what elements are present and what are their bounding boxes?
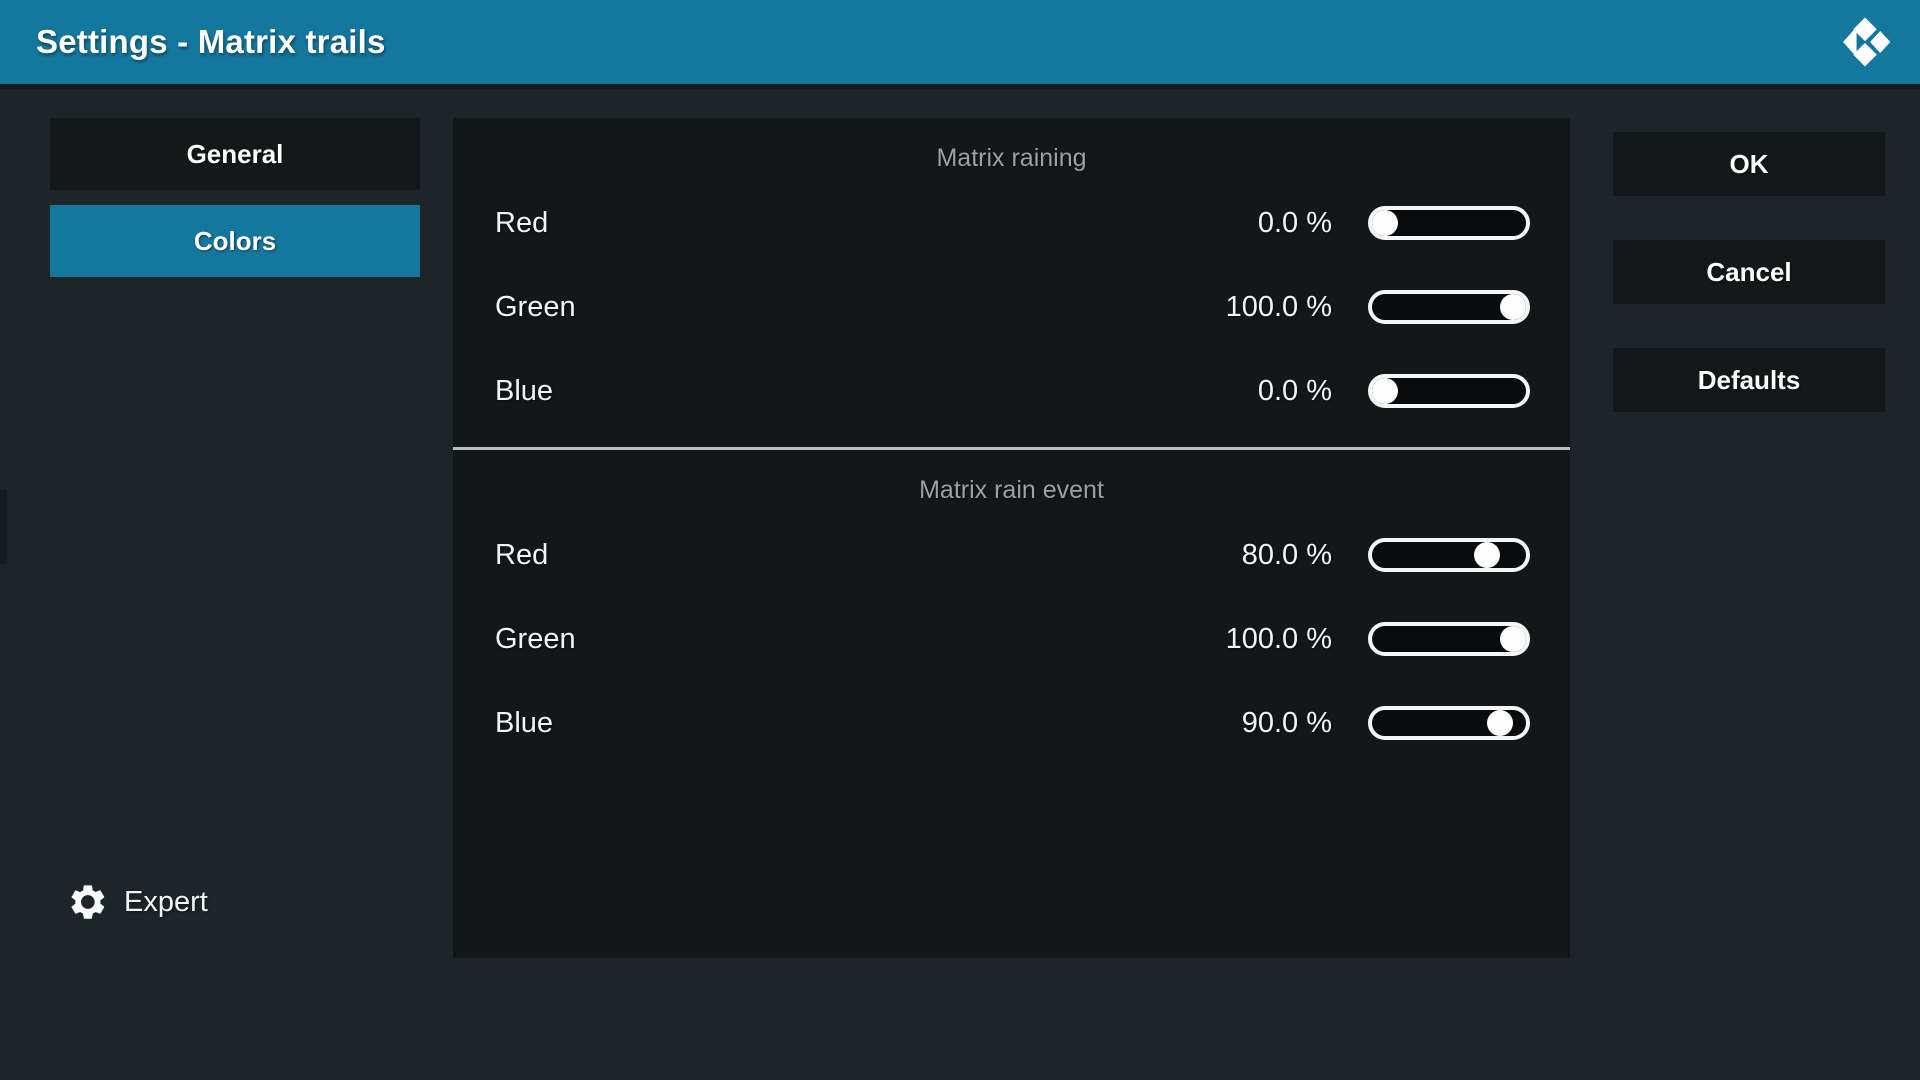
slider-thumb[interactable] [1372, 210, 1398, 236]
slider-thumb[interactable] [1487, 710, 1514, 736]
defaults-button[interactable]: Defaults [1613, 348, 1885, 412]
title-bar: Settings - Matrix trails [0, 0, 1920, 84]
setting-label: Green [495, 622, 576, 655]
settings-level-toggle[interactable]: Expert [68, 882, 208, 922]
setting-row-event-blue[interactable]: Blue 90.0 % [453, 681, 1570, 765]
slider-event-red[interactable] [1368, 538, 1530, 572]
setting-label: Red [495, 538, 549, 571]
ok-button[interactable]: OK [1613, 132, 1885, 196]
sidebar-item-colors[interactable]: Colors [50, 205, 420, 277]
setting-label: Green [495, 290, 576, 323]
title-bar-underline [0, 84, 1920, 89]
slider-raining-green[interactable] [1368, 290, 1530, 324]
setting-label: Blue [495, 706, 554, 739]
defaults-button-label: Defaults [1697, 364, 1801, 395]
kodi-logo-icon [1838, 15, 1892, 69]
dialog-actions: OK Cancel Defaults [1613, 132, 1885, 456]
setting-label: Red [495, 206, 549, 239]
scroll-indicator [0, 490, 7, 564]
settings-panel: Matrix raining Red 0.0 % Green 100.0 % B… [453, 118, 1570, 958]
gear-icon [68, 882, 108, 922]
slider-event-blue[interactable] [1368, 706, 1530, 740]
page-title: Settings - Matrix trails [36, 23, 386, 60]
slider-event-green[interactable] [1368, 622, 1530, 656]
setting-row-raining-blue[interactable]: Blue 0.0 % [453, 349, 1570, 433]
setting-value: 0.0 % [1257, 374, 1332, 407]
setting-value: 100.0 % [1225, 290, 1332, 323]
setting-row-raining-green[interactable]: Green 100.0 % [453, 265, 1570, 349]
section-header-matrix-rain-event: Matrix rain event [919, 476, 1104, 504]
slider-thumb[interactable] [1474, 542, 1501, 568]
cancel-button[interactable]: Cancel [1613, 240, 1885, 304]
setting-row-event-green[interactable]: Green 100.0 % [453, 597, 1570, 681]
category-list: General Colors [50, 118, 420, 292]
sidebar-item-label: Colors [193, 225, 277, 256]
slider-raining-red[interactable] [1368, 206, 1530, 240]
setting-value: 0.0 % [1257, 206, 1332, 239]
setting-value: 80.0 % [1241, 538, 1332, 571]
settings-level-label: Expert [124, 885, 208, 918]
sidebar-item-general[interactable]: General [50, 118, 420, 190]
cancel-button-label: Cancel [1706, 256, 1792, 287]
slider-raining-blue[interactable] [1368, 374, 1530, 408]
slider-thumb[interactable] [1500, 626, 1526, 652]
sidebar-item-label: General [186, 138, 284, 169]
setting-row-raining-red[interactable]: Red 0.0 % [453, 181, 1570, 265]
setting-value: 100.0 % [1225, 622, 1332, 655]
setting-value: 90.0 % [1241, 706, 1332, 739]
slider-thumb[interactable] [1500, 294, 1526, 320]
section-divider [453, 447, 1570, 450]
slider-thumb[interactable] [1372, 378, 1398, 404]
ok-button-label: OK [1729, 148, 1769, 179]
setting-row-event-red[interactable]: Red 80.0 % [453, 513, 1570, 597]
section-header-matrix-raining: Matrix raining [936, 144, 1087, 172]
setting-label: Blue [495, 374, 554, 407]
